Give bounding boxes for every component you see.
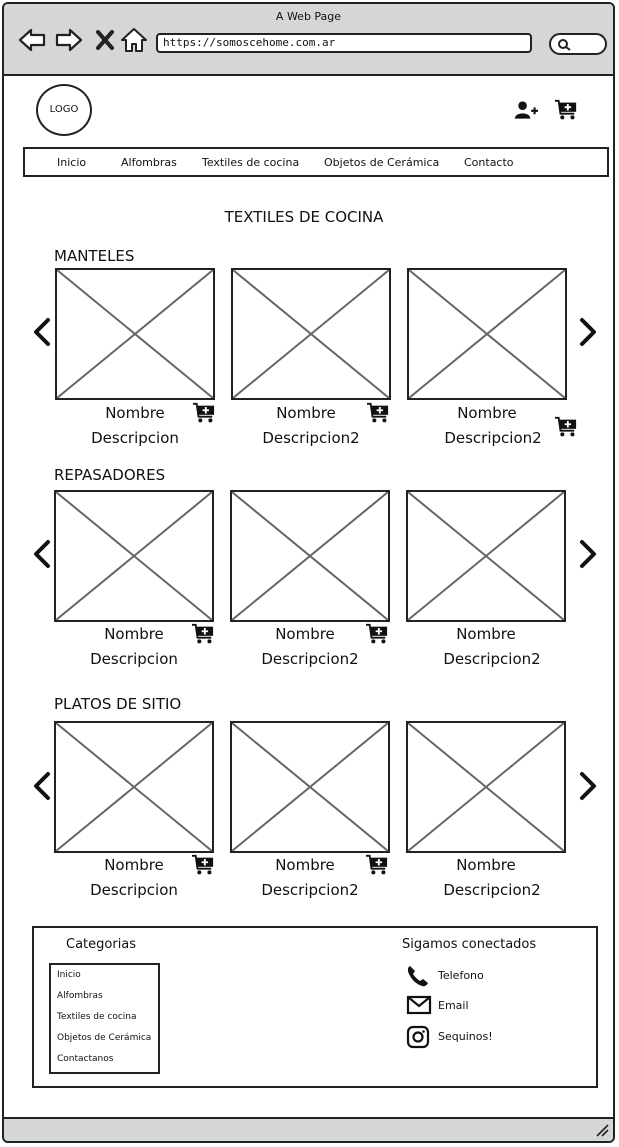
browser-status-bar — [4, 1117, 613, 1141]
footer-link-objetos-de-ceramica[interactable]: Objetos de Cerámica — [57, 1033, 152, 1043]
product-description: Descripcion2 — [262, 429, 360, 447]
footer-contact-label: Telefono — [438, 969, 484, 982]
window-title: A Web Page — [275, 10, 342, 23]
product-description: Descripcion — [91, 429, 179, 447]
product-description: Descripcion2 — [443, 881, 541, 899]
product-image-placeholder[interactable] — [54, 721, 214, 853]
product-description: Descripcion2 — [261, 881, 359, 899]
carousel-prev-icon[interactable] — [30, 539, 56, 569]
product-name: Nombre — [276, 404, 336, 422]
product-description: Descripcion2 — [261, 650, 359, 668]
product-description: Descripcion — [90, 650, 178, 668]
resize-grip-icon[interactable] — [595, 1123, 609, 1137]
carousel-prev-icon[interactable] — [30, 317, 56, 347]
footer-contact-instagram[interactable]: Sequinos! — [406, 1025, 556, 1051]
main-navigation: Inicio Alfombras Textiles de cocina Obje… — [23, 147, 609, 177]
footer-link-alfombras[interactable]: Alfombras — [57, 991, 103, 1001]
nav-item-textiles-de-cocina[interactable]: Textiles de cocina — [202, 156, 300, 169]
product-image-placeholder[interactable] — [230, 721, 390, 853]
footer-categories-title: Categorias — [66, 937, 137, 952]
product-image-placeholder[interactable] — [230, 490, 390, 622]
product-name: Nombre — [457, 404, 517, 422]
home-icon[interactable] — [120, 26, 148, 54]
section-title-repasadores: REPASADORES — [54, 466, 166, 484]
add-to-cart-icon[interactable] — [366, 402, 390, 424]
footer-contact-phone[interactable]: Telefono — [406, 964, 556, 990]
product-image-placeholder[interactable] — [231, 268, 391, 400]
forward-icon[interactable] — [55, 26, 83, 54]
browser-toolbar: A Web Page https://somoscehome.com.ar — [4, 4, 613, 76]
back-icon[interactable] — [18, 26, 46, 54]
phone-icon — [407, 966, 428, 987]
product-image-placeholder[interactable] — [406, 721, 566, 853]
footer-categories-list: Inicio Alfombras Textiles de cocina Obje… — [49, 963, 160, 1074]
nav-item-alfombras[interactable]: Alfombras — [121, 156, 177, 169]
stop-icon[interactable] — [92, 26, 120, 54]
instagram-icon — [406, 1025, 430, 1049]
add-to-cart-icon[interactable] — [191, 854, 215, 876]
logo[interactable]: LOGO — [36, 84, 92, 136]
footer-contact-email[interactable]: Email — [406, 994, 556, 1020]
add-to-cart-icon[interactable] — [365, 623, 389, 645]
nav-item-inicio[interactable]: Inicio — [57, 156, 87, 169]
browser-search-box[interactable] — [549, 33, 607, 55]
product-name: Nombre — [456, 856, 516, 874]
footer-link-textiles-de-cocina[interactable]: Textiles de cocina — [57, 1012, 137, 1022]
carousel-prev-icon[interactable] — [30, 771, 56, 801]
product-name: Nombre — [275, 856, 335, 874]
product-description: Descripcion — [90, 881, 178, 899]
email-icon — [406, 995, 432, 1015]
nav-item-contacto[interactable]: Contacto — [464, 156, 514, 169]
search-icon — [558, 39, 571, 51]
add-to-cart-icon[interactable] — [554, 416, 578, 438]
product-name: Nombre — [275, 625, 335, 643]
add-to-cart-icon[interactable] — [192, 402, 216, 424]
product-name: Nombre — [104, 625, 164, 643]
product-name: Nombre — [105, 404, 165, 422]
product-name: Nombre — [104, 856, 164, 874]
add-to-cart-icon[interactable] — [554, 98, 578, 122]
page-title: TEXTILES DE COCINA — [224, 208, 384, 226]
carousel-next-icon[interactable] — [574, 317, 600, 347]
product-image-placeholder[interactable] — [407, 268, 567, 400]
footer: Categorias Inicio Alfombras Textiles de … — [32, 926, 598, 1088]
footer-contact-label: Email — [438, 999, 469, 1012]
footer-link-inicio[interactable]: Inicio — [57, 970, 81, 980]
footer-contact-label: Sequinos! — [438, 1030, 493, 1043]
product-description: Descripcion2 — [443, 650, 541, 668]
product-image-placeholder[interactable] — [406, 490, 566, 622]
address-bar[interactable]: https://somoscehome.com.ar — [156, 33, 532, 53]
carousel-next-icon[interactable] — [574, 539, 600, 569]
product-image-placeholder[interactable] — [54, 490, 214, 622]
section-title-manteles: MANTELES — [54, 247, 135, 265]
product-name: Nombre — [456, 625, 516, 643]
add-to-cart-icon[interactable] — [365, 854, 389, 876]
footer-link-contactanos[interactable]: Contactanos — [57, 1054, 114, 1064]
footer-social-title: Sigamos conectados — [402, 937, 537, 952]
product-description: Descripcion2 — [444, 429, 542, 447]
section-title-platos-de-sitio: PLATOS DE SITIO — [54, 695, 182, 713]
product-image-placeholder[interactable] — [55, 268, 215, 400]
nav-item-objetos-de-ceramica[interactable]: Objetos de Cerámica — [324, 156, 440, 169]
add-user-icon[interactable] — [514, 98, 538, 122]
carousel-next-icon[interactable] — [574, 771, 600, 801]
add-to-cart-icon[interactable] — [191, 623, 215, 645]
